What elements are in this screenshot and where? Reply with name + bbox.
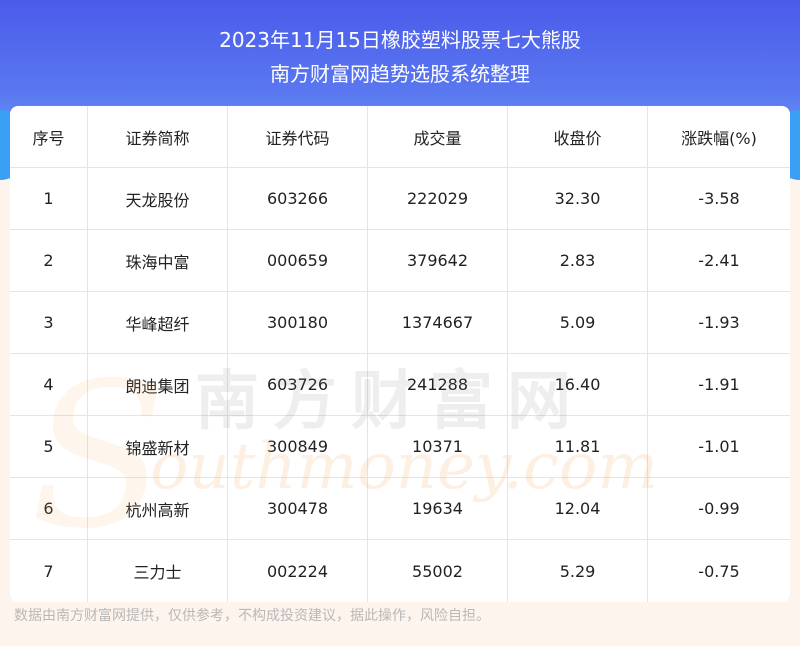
cell-name: 杭州高新 [88,478,228,539]
header-change: 涨跌幅(%) [681,128,757,148]
cell-index: 5 [10,416,88,477]
header-name: 证券简称 [88,106,228,167]
cell-code: 300180 [228,292,368,353]
disclaimer: 数据由南方财富网提供，仅供参考，不构成投资建议，据此操作，风险自担。 [14,608,490,624]
cell-close: 16.40 [508,354,648,415]
cell-name: 华峰超纤 [88,292,228,353]
cell-volume: 241288 [368,354,508,415]
cell-index: 3 [10,292,88,353]
cell-close: 32.30 [508,168,648,229]
table-row: 3 华峰超纤 300180 1374667 5.09 -1.93 [10,292,790,354]
cell-volume: 19634 [368,478,508,539]
header-index: 序号 [10,106,88,167]
cell-code: 002224 [228,540,368,602]
cell-name: 天龙股份 [88,168,228,229]
cell-index: 2 [10,230,88,291]
cell-change: -1.93 [698,313,740,332]
cell-index: 7 [10,540,88,602]
page-subtitle: 南方财富网趋势选股系统整理 [270,62,530,86]
cell-name: 珠海中富 [88,230,228,291]
cell-close: 11.81 [508,416,648,477]
cell-code: 000659 [228,230,368,291]
cell-volume: 55002 [368,540,508,602]
header-close: 收盘价 [508,106,648,167]
cell-change: -1.91 [698,375,740,394]
cell-code: 603726 [228,354,368,415]
cell-change: -1.01 [698,437,740,456]
table-row: 5 锦盛新材 300849 10371 11.81 -1.01 [10,416,790,478]
header-volume: 成交量 [368,106,508,167]
cell-code: 300849 [228,416,368,477]
cell-close: 5.09 [508,292,648,353]
cell-index: 6 [10,478,88,539]
stock-table: 序号 证券简称 证券代码 成交量 收盘价 涨跌幅(%) 1 天龙股份 603266 2… [10,106,790,602]
table-row: 4 朗迪集团 603726 241288 16.40 -1.91 [10,354,790,416]
cell-index: 4 [10,354,88,415]
cell-volume: 1374667 [368,292,508,353]
table-header-row: 序号 证券简称 证券代码 成交量 收盘价 涨跌幅(%) [10,106,790,168]
cell-change: -0.75 [698,561,740,581]
header-code: 证券代码 [228,106,368,167]
page-title: 2023年11月15日橡胶塑料股票七大熊股 [219,28,581,52]
cell-change: -2.41 [698,251,740,270]
cell-name: 朗迪集团 [88,354,228,415]
cell-close: 2.83 [508,230,648,291]
cell-code: 603266 [228,168,368,229]
table-row: 1 天龙股份 603266 222029 32.30 -3.58 [10,168,790,230]
cell-name: 锦盛新材 [88,416,228,477]
cell-code: 300478 [228,478,368,539]
cell-change: -0.99 [698,499,740,518]
table-row: 7 三力士 002224 55002 5.29 -0.75 [10,540,790,602]
cell-volume: 222029 [368,168,508,229]
table-row: 2 珠海中富 000659 379642 2.83 -2.41 [10,230,790,292]
table-row: 6 杭州高新 300478 19634 12.04 -0.99 [10,478,790,540]
cell-close: 5.29 [508,540,648,602]
cell-close: 12.04 [508,478,648,539]
cell-volume: 379642 [368,230,508,291]
cell-name: 三力士 [88,540,228,602]
cell-index: 1 [10,168,88,229]
cell-change: -3.58 [698,189,740,208]
cell-volume: 10371 [368,416,508,477]
